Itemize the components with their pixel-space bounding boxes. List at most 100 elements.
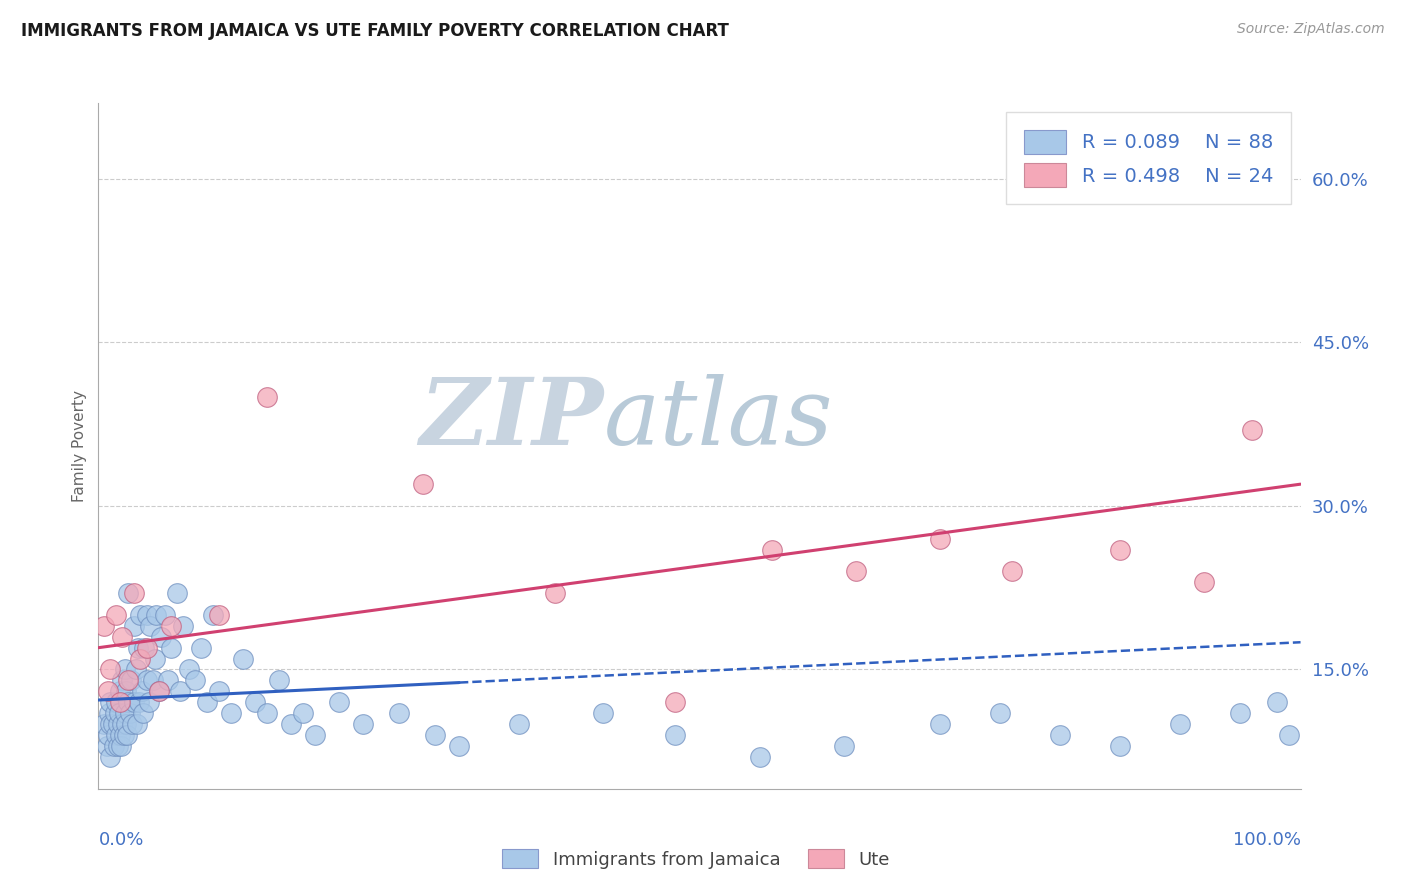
Point <box>1170 717 1192 731</box>
Point <box>117 728 139 742</box>
Point <box>114 706 136 720</box>
Point <box>129 651 152 665</box>
Point <box>111 630 134 644</box>
Point <box>190 640 212 655</box>
Point <box>172 619 194 633</box>
Point <box>1229 706 1251 720</box>
Point <box>195 695 218 709</box>
Point <box>1109 542 1132 557</box>
Point <box>664 728 686 742</box>
Point <box>114 663 136 677</box>
Point <box>1277 728 1299 742</box>
Point <box>243 695 266 709</box>
Point <box>111 717 134 731</box>
Point <box>291 706 314 720</box>
Point <box>117 695 139 709</box>
Point <box>304 728 326 742</box>
Point <box>125 663 148 677</box>
Point <box>1265 695 1288 709</box>
Point <box>988 706 1011 720</box>
Point <box>508 717 530 731</box>
Y-axis label: Family Poverty: Family Poverty <box>72 390 87 502</box>
Point <box>145 607 167 622</box>
Point <box>166 586 188 600</box>
Point <box>280 717 302 731</box>
Point <box>139 619 162 633</box>
Point <box>131 684 153 698</box>
Point <box>118 706 141 720</box>
Point <box>132 706 155 720</box>
Point <box>1049 728 1071 742</box>
Text: atlas: atlas <box>603 374 832 464</box>
Point <box>110 739 132 753</box>
Point <box>845 565 868 579</box>
Point <box>328 695 350 709</box>
Point <box>124 619 146 633</box>
Point <box>1241 423 1264 437</box>
Point <box>412 477 434 491</box>
Point <box>108 695 131 709</box>
Point <box>117 586 139 600</box>
Point <box>761 542 783 557</box>
Point <box>124 586 146 600</box>
Point <box>201 607 224 622</box>
Point <box>592 706 614 720</box>
Point <box>832 739 855 753</box>
Legend: Immigrants from Jamaica, Ute: Immigrants from Jamaica, Ute <box>495 841 897 876</box>
Point <box>208 607 231 622</box>
Point <box>124 695 146 709</box>
Point <box>748 749 770 764</box>
Point <box>928 532 950 546</box>
Point <box>177 663 200 677</box>
Point <box>159 640 181 655</box>
Point <box>97 684 120 698</box>
Text: IMMIGRANTS FROM JAMAICA VS UTE FAMILY POVERTY CORRELATION CHART: IMMIGRANTS FROM JAMAICA VS UTE FAMILY PO… <box>21 22 728 40</box>
Point <box>149 630 172 644</box>
Point <box>157 673 180 688</box>
Point <box>1194 575 1216 590</box>
Text: ZIP: ZIP <box>419 374 603 464</box>
Point <box>1109 739 1132 753</box>
Point <box>388 706 411 720</box>
Point <box>100 695 122 709</box>
Point <box>100 717 122 731</box>
Point <box>219 706 242 720</box>
Point <box>135 607 157 622</box>
Point <box>104 706 127 720</box>
Point <box>107 717 129 731</box>
Point <box>135 673 157 688</box>
Point <box>115 684 138 698</box>
Point <box>153 607 176 622</box>
Point <box>117 673 139 688</box>
Point <box>127 640 149 655</box>
Point <box>105 607 128 622</box>
Point <box>100 749 122 764</box>
Point <box>108 728 131 742</box>
Point <box>447 739 470 753</box>
Point <box>97 728 120 742</box>
Point <box>132 640 155 655</box>
Point <box>101 717 124 731</box>
Point <box>103 739 125 753</box>
Point <box>135 640 157 655</box>
Legend: R = 0.089    N = 88, R = 0.498    N = 24: R = 0.089 N = 88, R = 0.498 N = 24 <box>1007 112 1291 204</box>
Point <box>143 651 166 665</box>
Point <box>148 684 170 698</box>
Point <box>1001 565 1024 579</box>
Point <box>169 684 191 698</box>
Point <box>125 717 148 731</box>
Point <box>232 651 254 665</box>
Point <box>423 728 446 742</box>
Point <box>100 663 122 677</box>
Point <box>121 717 143 731</box>
Point <box>120 673 142 688</box>
Point <box>112 728 135 742</box>
Point <box>128 695 150 709</box>
Point <box>93 717 115 731</box>
Point <box>352 717 374 731</box>
Point <box>141 673 163 688</box>
Point <box>98 706 121 720</box>
Point <box>105 728 128 742</box>
Point <box>129 607 152 622</box>
Text: Source: ZipAtlas.com: Source: ZipAtlas.com <box>1237 22 1385 37</box>
